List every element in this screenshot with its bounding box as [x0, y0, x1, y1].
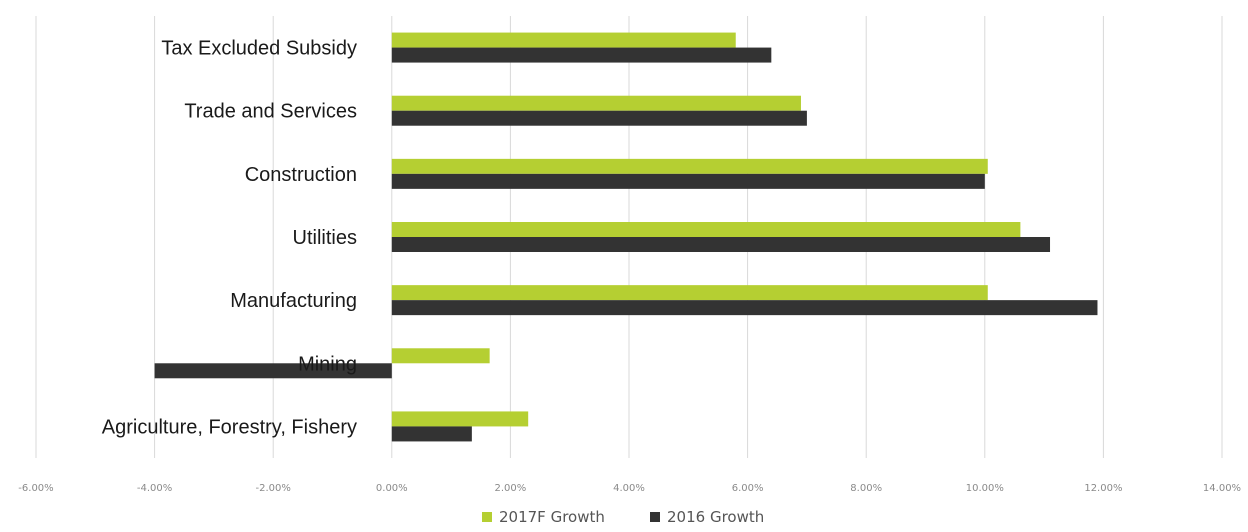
bar-2016-6	[391, 426, 472, 442]
bar-2017f-0	[391, 32, 736, 48]
bar-2016-4	[391, 300, 1098, 316]
x-tick-label: 2.00%	[495, 483, 527, 494]
category-label: Utilities	[293, 227, 357, 249]
x-tick-label: 4.00%	[613, 483, 645, 494]
bar-2017f-5	[391, 348, 490, 364]
legend-label-2016: 2016 Growth	[667, 508, 764, 526]
bar-2016-5	[154, 363, 392, 379]
x-tick-label: 6.00%	[732, 483, 764, 494]
bar-2017f-3	[391, 222, 1021, 237]
x-tick-label: 12.00%	[1084, 483, 1122, 494]
category-label: Mining	[298, 353, 357, 375]
category-labels: Tax Excluded Subsidy Trade and Services Co…	[102, 38, 357, 439]
x-tick-labels: -6.00% -4.00% -2.00% 0.00% 2.00% 4.00% 6.00% 8.…	[18, 483, 1241, 494]
bars	[154, 32, 1098, 442]
x-tick-label: 0.00%	[376, 483, 408, 494]
legend-swatch-2016	[650, 512, 660, 522]
bar-2017f-1	[391, 95, 801, 111]
category-label: Tax Excluded Subsidy	[161, 38, 357, 60]
x-tick-label: -4.00%	[137, 483, 172, 494]
category-label: Manufacturing	[230, 290, 357, 312]
legend-label-2017f: 2017F Growth	[499, 508, 605, 526]
legend: 2017F Growth 2016 Growth	[482, 508, 764, 526]
x-tick-label: -2.00%	[256, 483, 291, 494]
bar-2016-3	[391, 237, 1051, 252]
x-tick-label: 14.00%	[1203, 483, 1241, 494]
bar-2017f-4	[391, 285, 988, 301]
bar-2016-1	[391, 110, 807, 126]
category-label: Trade and Services	[184, 101, 357, 123]
bar-2016-2	[391, 173, 985, 189]
bar-2017f-2	[391, 158, 988, 174]
category-label: Construction	[245, 164, 357, 186]
x-tick-label: 10.00%	[966, 483, 1004, 494]
bar-2016-0	[391, 47, 772, 63]
legend-swatch-2017f	[482, 512, 492, 522]
bar-2017f-6	[391, 411, 529, 427]
x-tick-label: 8.00%	[850, 483, 882, 494]
x-tick-label: -6.00%	[18, 483, 53, 494]
category-label: Agriculture, Forestry, Fishery	[102, 416, 357, 438]
